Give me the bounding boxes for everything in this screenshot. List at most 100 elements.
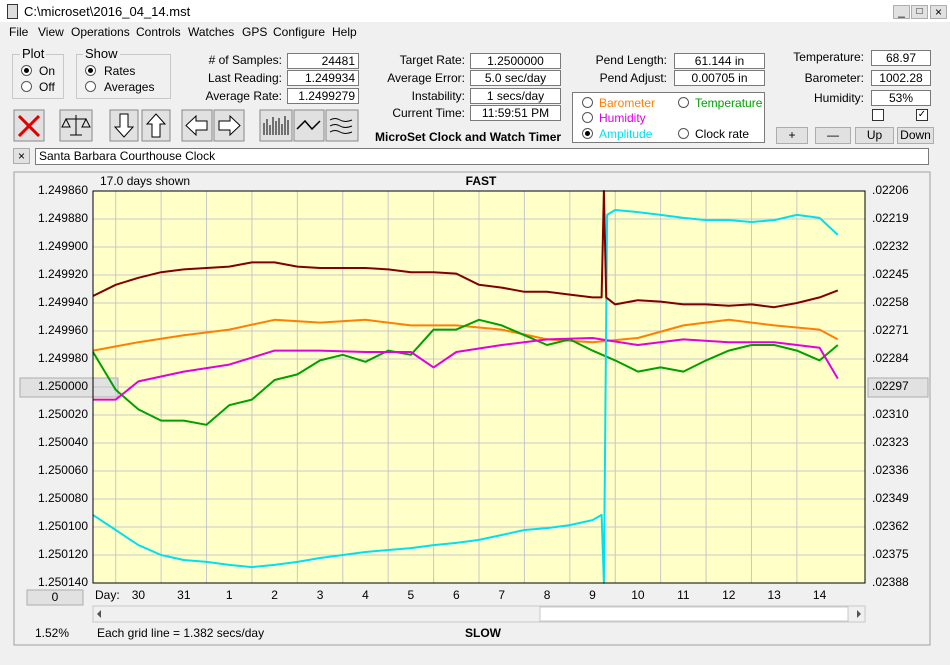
x-tick-label: 3 (317, 588, 324, 602)
adjust-button[interactable]: + (776, 127, 808, 144)
radio[interactable] (21, 65, 32, 76)
radio-label[interactable]: On (39, 64, 56, 78)
field-value: 1.2500000 (470, 53, 561, 69)
y2-tick-label: .02388 (872, 575, 909, 589)
clock-name[interactable]: Santa Barbara Courthouse Clock (35, 148, 929, 165)
right-button[interactable] (213, 109, 245, 142)
field-label: # of Samples: (208, 53, 282, 67)
radio-label[interactable]: Averages (104, 80, 155, 94)
menu-item[interactable]: File (9, 25, 29, 39)
y-tick-label: 1.250040 (38, 435, 88, 449)
radio[interactable] (85, 81, 96, 92)
scroll-arrows[interactable] (97, 610, 861, 618)
group-title: Plot (20, 46, 47, 61)
legend-radio[interactable] (582, 128, 593, 139)
x-tick-label: 1 (226, 588, 233, 602)
x-tick-label: 2 (271, 588, 278, 602)
legend-label[interactable]: Clock rate (695, 127, 750, 141)
checkbox[interactable] (872, 109, 884, 121)
menu-item[interactable]: Controls (136, 25, 181, 39)
field-value: 24481 (287, 53, 359, 69)
radio-label[interactable]: Rates (104, 64, 136, 78)
legend-radio[interactable] (678, 128, 689, 139)
scrollbar[interactable] (92, 605, 866, 623)
lines-button[interactable] (325, 109, 359, 142)
adjust-button[interactable]: — (815, 127, 851, 144)
field-value: 68.97 (871, 50, 931, 66)
center-button[interactable] (19, 377, 119, 398)
maximize-button[interactable]: □ (911, 5, 928, 19)
balance-button[interactable] (59, 109, 93, 142)
y2-tick-label: .02297 (872, 379, 909, 393)
field-label: Temperature: (793, 50, 864, 64)
y-tick-label: 1.249900 (38, 239, 88, 253)
close-button[interactable]: × (930, 5, 947, 19)
y2-tick-label: .02271 (872, 323, 909, 337)
legend-label[interactable]: Barometer (599, 96, 656, 110)
field-value: 1 secs/day (470, 88, 561, 104)
field-value: 1002.28 (871, 70, 931, 86)
y-tick-label: 1.250100 (38, 519, 88, 533)
checkbox-checked[interactable]: ✓ (916, 109, 928, 121)
field-value: 53% (871, 90, 931, 106)
app-title: MicroSet Clock and Watch Timer (375, 130, 562, 144)
series-line (92, 190, 839, 309)
y2-tick-label: .02323 (872, 435, 909, 449)
menu-item[interactable]: GPS (242, 25, 268, 39)
y2-tick-label: .02258 (872, 295, 909, 309)
up-button[interactable] (141, 109, 171, 142)
adjust-button[interactable]: Down (897, 127, 934, 144)
offset-button-label[interactable]: 0 (52, 590, 59, 604)
legend-label[interactable]: Temperature (695, 96, 763, 110)
y-tick-label: 1.249940 (38, 295, 88, 309)
y-tick-label: 1.249960 (38, 323, 88, 337)
slow-label: SLOW (465, 626, 502, 640)
y-tick-label: 1.249860 (38, 183, 88, 197)
offset-button[interactable] (26, 589, 84, 606)
center-button[interactable] (867, 377, 929, 398)
radio-label[interactable]: Off (39, 80, 55, 94)
series-line (92, 318, 839, 352)
legend-radio[interactable] (582, 97, 593, 108)
field-label: Average Error: (387, 71, 465, 85)
menu-item[interactable]: Configure (273, 25, 326, 39)
menu-item[interactable]: Help (332, 25, 357, 39)
legend-label[interactable]: Humidity (599, 111, 646, 125)
legend-radio[interactable] (678, 97, 689, 108)
y2-tick-label: .02349 (872, 491, 909, 505)
x-tick-label: 14 (813, 588, 827, 602)
bars-button[interactable] (259, 109, 293, 142)
menu-item[interactable]: Watches (188, 25, 235, 39)
field-label: Pend Length: (595, 53, 667, 67)
radio[interactable] (85, 65, 96, 76)
scrollbar-thumb[interactable] (539, 606, 849, 622)
x-tick-label: 5 (408, 588, 415, 602)
clear-button[interactable]: × (13, 148, 30, 164)
wave-button[interactable] (293, 109, 325, 142)
x-tick-label: 6 (453, 588, 460, 602)
plot-area (92, 190, 866, 584)
x-tick-label: 9 (589, 588, 596, 602)
left-button[interactable] (181, 109, 213, 142)
fast-label: FAST (466, 174, 497, 188)
y-tick-label: 1.250120 (38, 547, 88, 561)
legend-radio[interactable] (582, 112, 593, 123)
minimize-button[interactable]: _ (893, 5, 910, 19)
percent-status: 1.52% (35, 626, 69, 640)
field-label: Barometer: (804, 71, 864, 85)
adjust-button[interactable]: Up (855, 127, 894, 144)
menu-item[interactable]: Operations (71, 25, 130, 39)
radio[interactable] (21, 81, 32, 92)
x-tick-label: 31 (177, 588, 191, 602)
x-tick-label: 10 (631, 588, 645, 602)
legend-label[interactable]: Amplitude (599, 127, 653, 141)
stop-button[interactable] (13, 109, 45, 142)
y-tick-label: 1.249880 (38, 211, 88, 225)
menu-item[interactable]: View (38, 25, 64, 39)
y-tick-label: 1.250020 (38, 407, 88, 421)
y-tick-label: 1.250140 (38, 575, 88, 589)
y-tick-label: 1.249920 (38, 267, 88, 281)
down-button[interactable] (109, 109, 139, 142)
y2-tick-label: .02206 (872, 183, 909, 197)
